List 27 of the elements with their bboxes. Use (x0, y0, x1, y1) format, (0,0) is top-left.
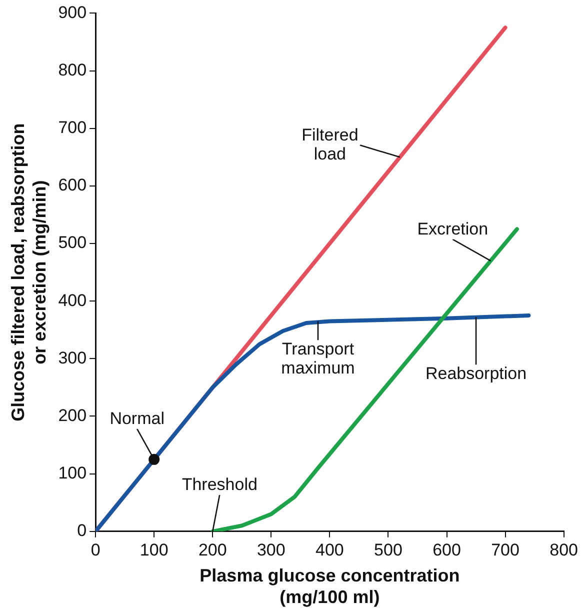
y-tick-label: 700 (58, 118, 87, 138)
x-tick-label: 0 (90, 540, 100, 560)
y-tick-label: 100 (58, 464, 87, 483)
y-tick-label: 900 (58, 2, 87, 22)
x-tick-label: 600 (432, 540, 461, 560)
y-tick-label: 500 (58, 233, 87, 252)
x-tick-label: 400 (316, 540, 344, 560)
annotation: Transport maximum (281, 339, 355, 378)
annotation: Excretion (417, 219, 488, 238)
y-tick-label: 800 (58, 60, 87, 80)
x-tick-label: 700 (491, 540, 520, 560)
x-tick-label: 200 (198, 540, 227, 560)
x-tick-label: 500 (374, 540, 402, 560)
y-tick-label: 200 (58, 406, 87, 425)
y-tick-label: 0 (77, 521, 87, 540)
x-tick-label: 800 (550, 540, 578, 560)
annotation: Reabsorption (425, 364, 527, 383)
x-tick-label: 100 (140, 540, 168, 560)
y-axis-title: Glucose filtered load, reabsorption or excretion (mg/min) (8, 123, 50, 422)
y-tick-label: 600 (58, 176, 87, 195)
x-axis-title: Plasma glucose concentration (mg/100 ml) (200, 566, 460, 608)
x-tick-label: 300 (256, 540, 286, 560)
y-tick-label: 300 (58, 348, 87, 368)
y-tick-label: 400 (58, 290, 87, 310)
annotation: Filtered load (302, 125, 358, 164)
annotation: Normal (110, 409, 164, 428)
annotation: Threshold (182, 475, 258, 494)
